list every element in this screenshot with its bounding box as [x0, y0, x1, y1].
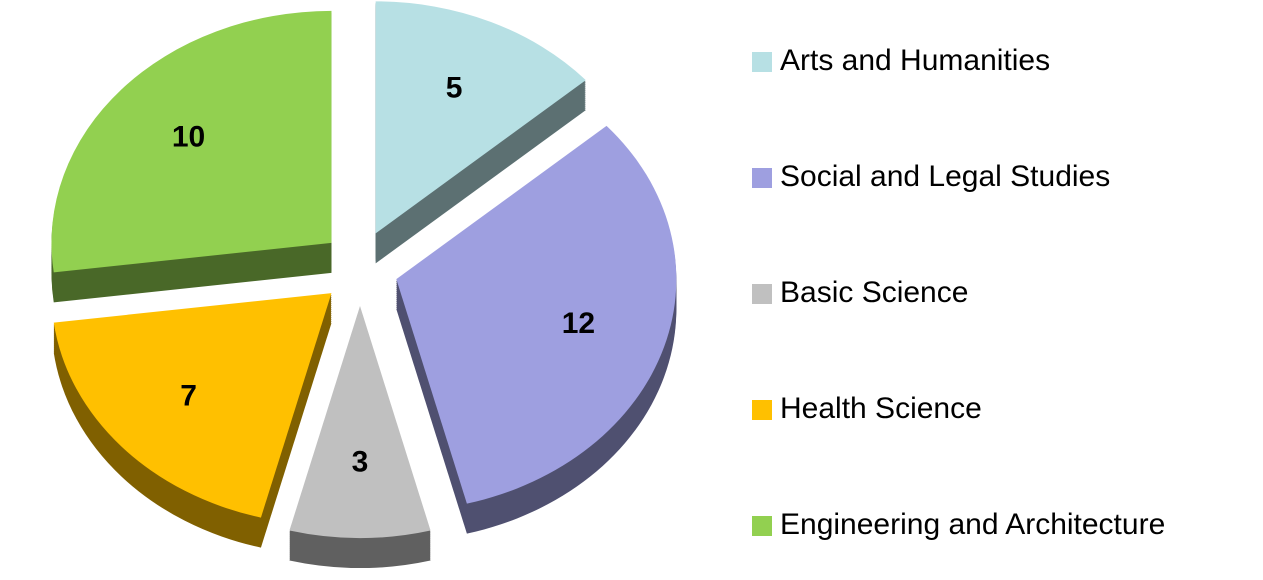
pie-slice: [396, 125, 677, 504]
legend-label: Basic Science: [780, 276, 968, 309]
data-label: 3: [352, 446, 369, 479]
legend-swatch: [752, 168, 772, 188]
legend-swatch: [752, 284, 772, 304]
pie-slice: [289, 306, 431, 538]
pie-slice: [51, 10, 332, 273]
legend-swatch: [752, 52, 772, 72]
legend-label: Social and Legal Studies: [780, 160, 1110, 193]
legend-label: Engineering and Architecture: [780, 508, 1165, 541]
pie-slice: [375, 1, 586, 234]
data-label: 12: [562, 307, 595, 340]
legend-label: Arts and Humanities: [780, 44, 1050, 77]
data-label: 10: [172, 121, 205, 154]
legend-label: Health Science: [780, 392, 982, 425]
data-label: 7: [180, 379, 197, 412]
legend-swatch: [752, 516, 772, 536]
pie-slice: [53, 293, 332, 518]
data-label: 5: [446, 72, 463, 105]
legend-swatch: [752, 400, 772, 420]
